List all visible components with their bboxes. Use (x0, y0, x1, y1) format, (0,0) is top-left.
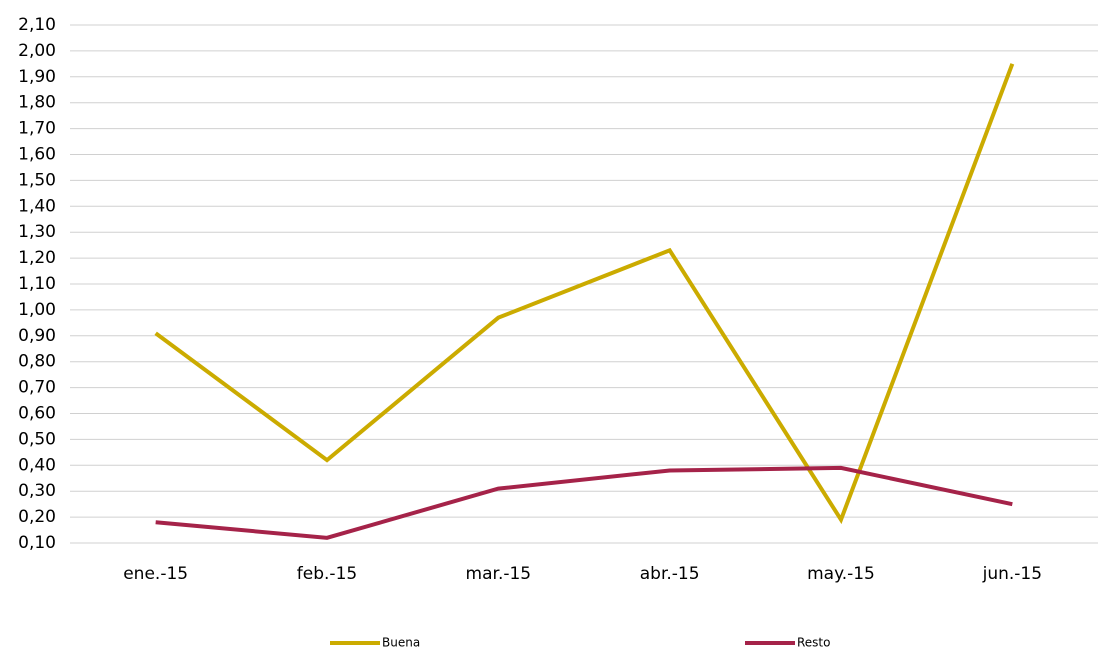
x-tick-label: may.-15 (807, 564, 875, 584)
y-tick-label: 0,30 (18, 481, 56, 501)
legend-label: Buena (382, 636, 420, 650)
y-tick-label: 0,20 (18, 507, 56, 527)
x-tick-label: mar.-15 (466, 564, 532, 584)
legend: Buena Resto (330, 636, 830, 650)
y-tick-label: 2,10 (18, 15, 56, 35)
y-tick-label: 1,70 (18, 119, 56, 139)
y-tick-label: 1,80 (18, 93, 56, 113)
y-tick-label: 1,00 (18, 300, 56, 320)
legend-label: Resto (797, 636, 830, 650)
y-tick-label: 0,90 (18, 326, 56, 346)
y-tick-label: 1,60 (18, 145, 56, 165)
y-tick-label: 1,50 (18, 170, 56, 190)
y-tick-label: 2,00 (18, 41, 56, 61)
y-tick-label: 0,40 (18, 455, 56, 475)
x-tick-label: ene.-15 (123, 564, 188, 584)
x-tick-label: abr.-15 (640, 564, 700, 584)
y-tick-label: 0,70 (18, 378, 56, 398)
y-tick-label: 1,20 (18, 248, 56, 268)
x-tick-label: feb.-15 (297, 564, 357, 584)
y-tick-label: 0,80 (18, 352, 56, 372)
y-tick-label: 1,10 (18, 274, 56, 294)
y-tick-label: 0,50 (18, 429, 56, 449)
y-tick-label: 0,60 (18, 404, 56, 424)
y-tick-label: 1,40 (18, 196, 56, 216)
y-tick-label: 1,90 (18, 67, 56, 87)
series-line (155, 465, 1013, 540)
y-tick-label: 1,30 (18, 222, 56, 242)
series-line (154, 63, 1015, 525)
y-tick-label: 0,10 (18, 533, 56, 553)
x-tick-label: jun.-15 (982, 564, 1042, 584)
